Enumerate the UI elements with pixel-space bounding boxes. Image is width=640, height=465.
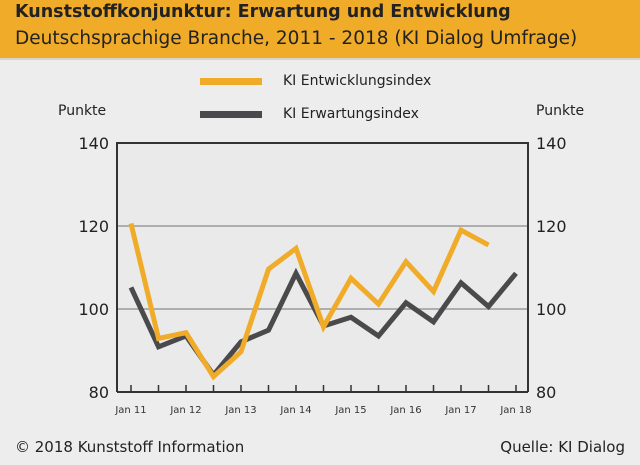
series-line-entwicklungsindex	[128, 222, 490, 381]
y-tick-label-right: 100	[536, 300, 567, 319]
chart-title: Kunststoffkonjunktur: Erwartung und Entw…	[15, 2, 511, 22]
plot-area	[117, 143, 528, 392]
x-tick-label: Jan 13	[224, 405, 256, 416]
x-tick-label: Jan 14	[279, 405, 311, 416]
y-tick-label-left: 120	[78, 217, 109, 236]
x-tick-label: Jan 15	[334, 405, 366, 416]
y-tick-label-left: 100	[78, 300, 109, 319]
x-tick-label: Jan 12	[169, 405, 201, 416]
x-tick-label: Jan 11	[114, 405, 146, 416]
source-text: Quelle: KI Dialog	[500, 438, 625, 456]
y-tick-label-right: 80	[536, 383, 556, 402]
copyright-text: © 2018 Kunststoff Information	[15, 438, 245, 456]
legend-label-entwicklung: KI Entwicklungsindex	[283, 73, 432, 89]
y-axis-label-right: Punkte	[536, 103, 585, 119]
x-tick-label: Jan 18	[499, 405, 531, 416]
plot-frame	[116, 142, 529, 392]
legend-label-erwartung: KI Erwartungsindex	[283, 106, 419, 122]
y-axis-label-left: Punkte	[58, 103, 107, 119]
title-band: Kunststoffkonjunktur: Erwartung und Entw…	[0, 0, 640, 60]
legend-swatch-erwartung	[200, 111, 262, 118]
chart-subtitle: Deutschsprachige Branche, 2011 - 2018 (K…	[15, 28, 578, 49]
x-tick-label: Jan 16	[389, 405, 421, 416]
y-tick-label-left: 140	[78, 134, 109, 153]
y-tick-label-right: 120	[536, 217, 567, 236]
legend-swatch-entwicklung	[200, 78, 262, 85]
y-tick-label-left: 80	[89, 383, 109, 402]
y-tick-label-right: 140	[536, 134, 567, 153]
x-tick-label: Jan 17	[444, 405, 476, 416]
